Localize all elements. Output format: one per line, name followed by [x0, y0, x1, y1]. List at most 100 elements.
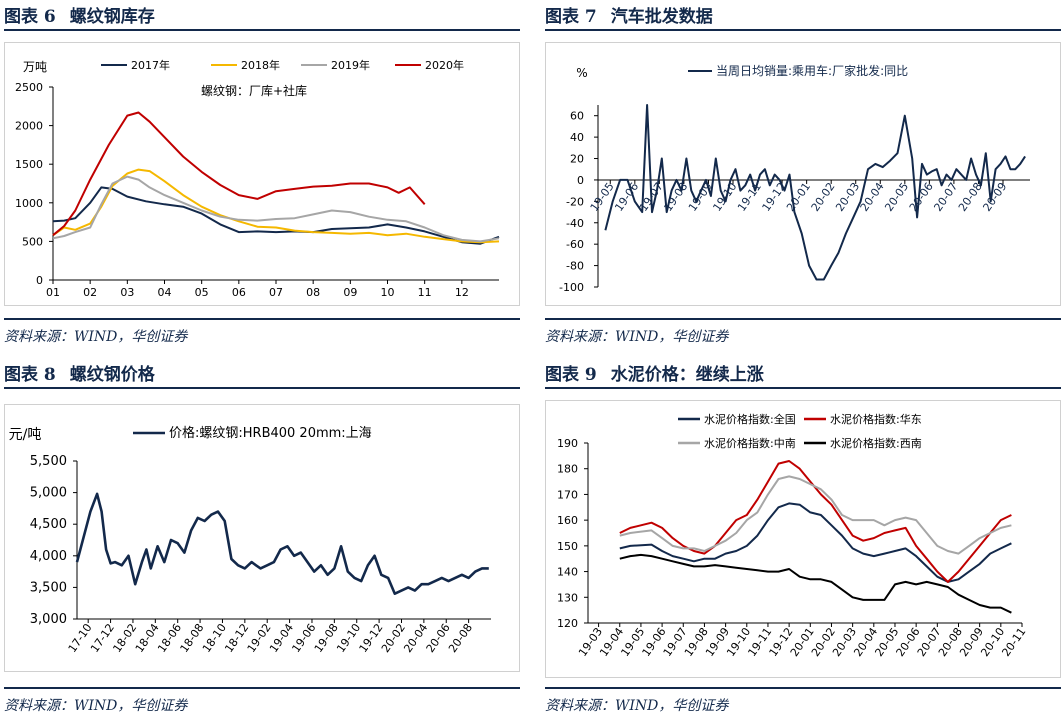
title-rule [4, 387, 520, 389]
x-tick-label: 20-02 [809, 180, 838, 214]
y-tick-label: 4,500 [30, 517, 67, 532]
series-line-4 [52, 111, 426, 236]
x-tick-label: 20-08 [446, 621, 475, 655]
y-tick-label: -40 [566, 217, 584, 230]
x-tick-label: 09 [343, 286, 357, 299]
y-tick-label: -60 [566, 238, 584, 251]
y-tick-label: 40 [570, 131, 584, 144]
chart-frame: -100 -80 -60 -40 -20 0 20 40 60% 19-05 19-06 19-07 1… [545, 42, 1061, 306]
y-tick-label: 60 [570, 110, 584, 123]
figure-title: 螺纹钢库存 [69, 7, 155, 27]
y-tick-label: 500 [22, 235, 43, 248]
y-tick-label: 170 [557, 488, 578, 501]
figure-number: 图表 9 [545, 365, 597, 385]
legend-label: 水泥价格指数:中南 [704, 436, 796, 450]
y-tick-label: 2500 [15, 81, 43, 94]
x-tick-label: 19-05 [588, 180, 617, 214]
inventory-chart: 0 500 1000 1500 2000 2500 万吨 01 02 03 04 05 06 07 08 09… [15, 58, 500, 299]
x-tick-label: 20-01 [784, 180, 813, 214]
x-tick-label: 07 [269, 286, 283, 299]
source-note: 资料来源：WIND，华创证券 [4, 329, 188, 345]
legend-label: 水泥价格指数:华东 [830, 412, 922, 426]
legend-label: 2018年 [241, 58, 280, 72]
series-line-2 [52, 168, 500, 244]
figure-title: 汽车批发数据 [610, 7, 713, 27]
chart-frame: 3,000 3,500 4,000 4,500 5,000 5,500 元/吨 17-10 17… [4, 404, 520, 672]
y-axis-label: % [576, 66, 587, 80]
x-tick-label: 20-07 [931, 180, 960, 214]
legend-label: 价格:螺纹钢:HRB400 20mm:上海 [169, 425, 372, 441]
panel-title: 图表 7 汽车批发数据 [545, 2, 713, 27]
y-tick-label: 150 [557, 540, 578, 553]
y-tick-label: 140 [557, 566, 578, 579]
y-tick-label: -80 [566, 260, 584, 273]
y-tick-label: 1500 [15, 158, 43, 171]
figure-title: 螺纹钢价格 [69, 365, 155, 385]
series-line-4 [619, 553, 1012, 614]
y-tick-label: 5,000 [30, 486, 67, 501]
chart-frame: 0 500 1000 1500 2000 2500 万吨 01 02 03 04 05 06 07 08 09… [4, 42, 520, 306]
y-tick-label: 4,000 [30, 549, 67, 564]
series-line-3 [52, 175, 500, 243]
legend-label: 2017年 [131, 58, 170, 72]
source-note: 资料来源：WIND，华创证券 [4, 698, 188, 714]
x-tick-label: 02 [83, 286, 97, 299]
x-tick-label: 03 [120, 286, 134, 299]
y-tick-label: 20 [570, 153, 584, 166]
y-tick-label: 0 [577, 174, 584, 187]
cement-chart: 12013014015016017018019019-0319-0419-051… [557, 412, 1028, 659]
x-tick-label: 19-06 [612, 180, 641, 214]
panel-title: 图表 6 螺纹钢库存 [4, 2, 155, 27]
x-tick-label: 19-10 [710, 180, 739, 214]
y-tick-label: 5,500 [30, 454, 67, 469]
y-tick-label: 0 [36, 274, 43, 287]
legend-label: 水泥价格指数:西南 [830, 436, 922, 450]
chart-annotation: 螺纹钢：厂库+社库 [201, 83, 307, 98]
legend-label: 2019年 [331, 58, 370, 72]
title-rule [545, 29, 1061, 31]
auto-chart: -100-80-60-40-200204060%19-0519-0619-071… [559, 63, 1030, 294]
steel-price-chart: 3,0003,5004,0004,5005,0005,500元/吨17-1017… [9, 425, 491, 655]
legend-label: 水泥价格指数:全国 [704, 412, 796, 426]
y-tick-label: 3,000 [30, 612, 67, 627]
source-rule [545, 687, 1061, 689]
series-line-1 [604, 104, 1026, 281]
panel-title: 图表 8 螺纹钢价格 [4, 360, 155, 385]
title-rule [4, 29, 520, 31]
source-note: 资料来源：WIND，华创证券 [545, 698, 729, 714]
y-tick-label: 120 [557, 617, 578, 630]
x-tick-label: 10 [381, 286, 395, 299]
x-tick-label: 08 [306, 286, 320, 299]
x-tick-label: 11 [418, 286, 432, 299]
y-axis-label: 元/吨 [9, 427, 42, 443]
source-rule [545, 318, 1061, 320]
y-tick-label: 2000 [15, 120, 43, 133]
y-tick-label: 190 [557, 437, 578, 450]
x-tick-label: 12 [455, 286, 469, 299]
x-tick-label: 20-06 [907, 180, 936, 214]
legend-label: 当周日均销量:乘用车:厂家批发:同比 [716, 63, 908, 78]
series-line-1 [52, 186, 500, 245]
y-tick-label: 160 [557, 514, 578, 527]
x-tick-label: 05 [195, 286, 209, 299]
x-tick-label: 01 [46, 286, 60, 299]
figure-number: 图表 8 [4, 365, 56, 385]
y-tick-label: -20 [566, 195, 584, 208]
source-rule [4, 687, 520, 689]
source-note: 资料来源：WIND，华创证券 [545, 329, 729, 345]
figure-number: 图表 7 [545, 7, 597, 27]
series-line-2 [619, 460, 1012, 583]
x-tick-label: 19-12 [760, 180, 789, 214]
series-line-1 [75, 492, 489, 595]
y-axis-label: 万吨 [23, 60, 47, 74]
y-tick-label: 180 [557, 463, 578, 476]
legend-label: 2020年 [425, 58, 464, 72]
figure-number: 图表 6 [4, 7, 56, 27]
x-tick-label: 04 [158, 286, 172, 299]
x-tick-label: 20-05 [882, 180, 911, 214]
figure-title: 水泥价格：继续上涨 [610, 365, 764, 385]
y-tick-label: 3,500 [30, 580, 67, 595]
x-tick-label: 06 [232, 286, 246, 299]
y-tick-label: 1000 [15, 197, 43, 210]
title-rule [545, 387, 1061, 389]
